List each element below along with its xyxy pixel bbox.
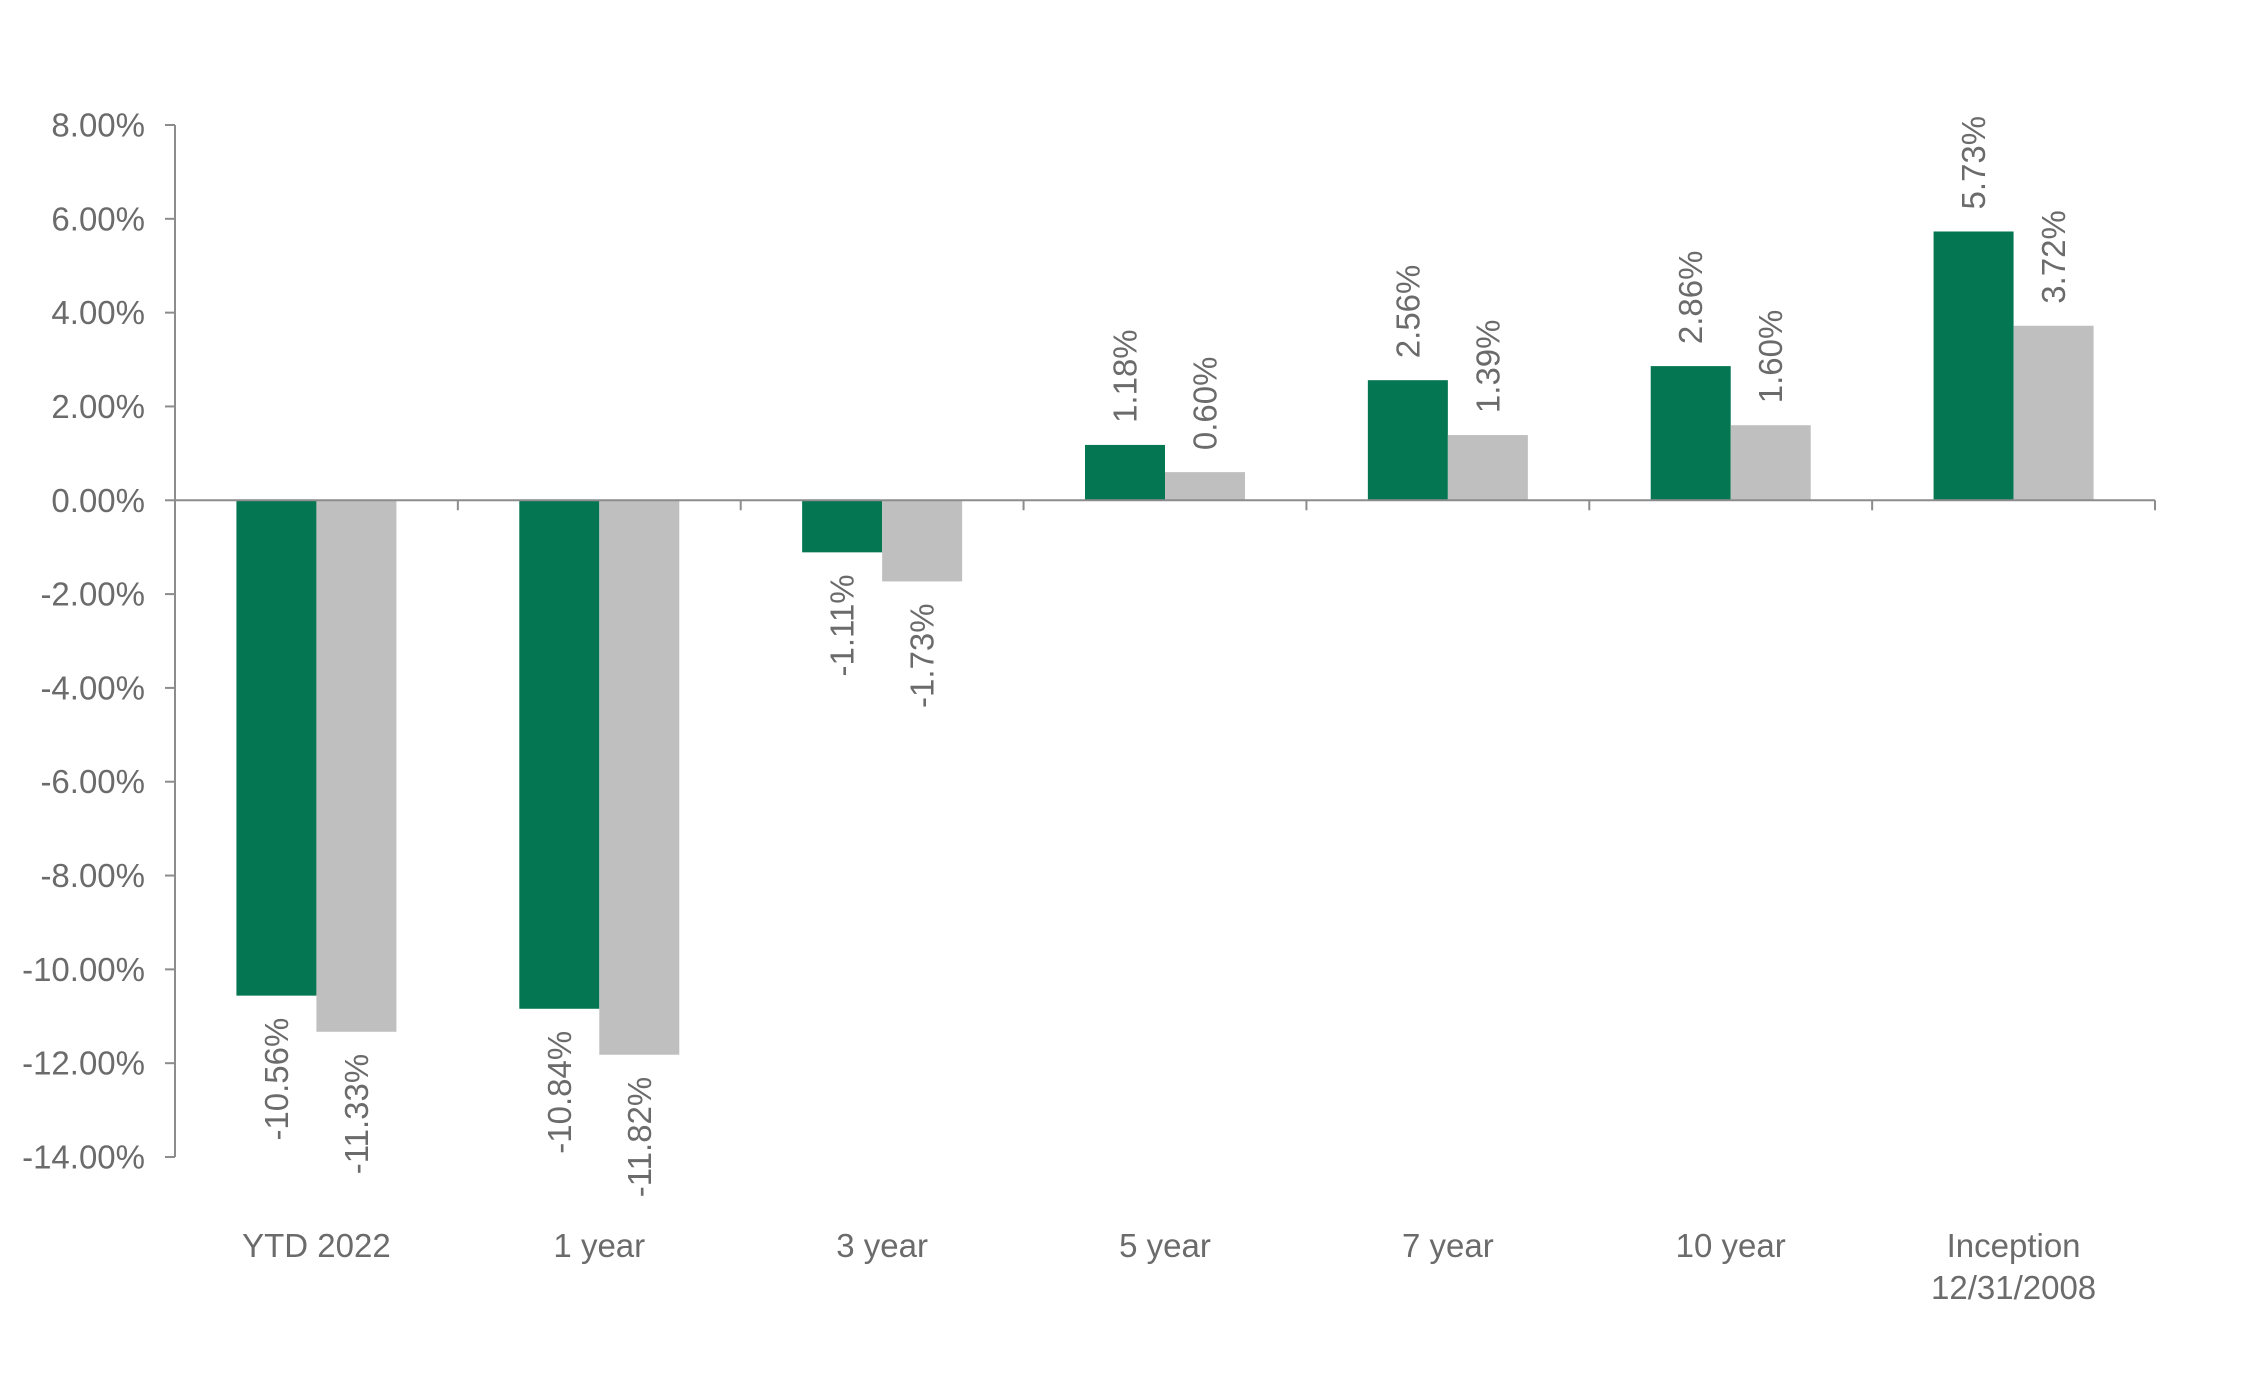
data-label: -1.11% (824, 574, 861, 676)
category-label: 7 year (1402, 1227, 1494, 1264)
bar-series2 (316, 500, 397, 1032)
bar-series1 (1367, 380, 1448, 501)
bar-series2 (1165, 472, 1245, 501)
data-label: 2.86% (1672, 251, 1709, 345)
bar-series2 (599, 500, 680, 1055)
category-labels: YTD 2022 1 year 3 year 5 year 7 year 10 year I… (242, 1227, 2096, 1306)
bar-series2 (2013, 325, 2094, 501)
y-axis: 8.00% 6.00% 4.00% 2.00% 0.00% -2.00% -4.00% -6.… (22, 107, 176, 1176)
data-label: -1.73% (904, 603, 941, 708)
bar-series2 (1730, 425, 1811, 501)
y-tick-label: -12.00% (22, 1045, 145, 1082)
y-tick-label: -6.00% (40, 763, 145, 800)
category-label: 1 year (553, 1227, 645, 1264)
bar-series1 (1650, 366, 1731, 501)
data-label: -11.82% (621, 1077, 658, 1197)
y-tick-label: 0.00% (51, 482, 145, 519)
y-tick-label: -2.00% (40, 576, 145, 613)
bars (236, 231, 2094, 1055)
y-tick-label: -10.00% (22, 951, 145, 988)
data-label: 5.73% (1955, 116, 1992, 210)
bar-series2 (1447, 435, 1528, 501)
x-axis (174, 499, 2156, 511)
y-tick-label: -14.00% (22, 1139, 145, 1176)
data-label: 1.39% (1469, 319, 1506, 413)
category-label: YTD 2022 (242, 1227, 391, 1264)
y-tick-label: 2.00% (51, 388, 145, 425)
y-tick-label: -8.00% (40, 857, 145, 894)
y-tick-label: 4.00% (51, 294, 145, 331)
category-label: Inception 12/31/2008 (1931, 1227, 2096, 1306)
data-label: 0.60% (1187, 357, 1224, 451)
data-label: 1.18% (1107, 329, 1144, 423)
data-label: 3.72% (2035, 210, 2072, 304)
y-tick-label: 8.00% (51, 107, 145, 144)
y-tick-label: -4.00% (40, 669, 145, 706)
data-label: -11.33% (338, 1054, 375, 1174)
data-labels: -10.56% -10.84% -1.11% 1.18% 2.56% 2.86% 5.73%… (258, 116, 2072, 1197)
data-label: 2.56% (1389, 265, 1426, 359)
bar-series1 (802, 500, 883, 553)
bar-series1 (236, 500, 317, 996)
data-label: -10.56% (258, 1018, 295, 1141)
bar-series2 (882, 500, 963, 582)
y-tick-label: 6.00% (51, 200, 145, 237)
data-label: -10.84% (541, 1031, 578, 1154)
bar-series1 (519, 500, 600, 1009)
category-label: 10 year (1676, 1227, 1786, 1264)
category-label: 5 year (1119, 1227, 1211, 1264)
bar-series1 (1933, 231, 2014, 501)
data-label: 1.60% (1752, 310, 1789, 404)
category-label: 3 year (836, 1227, 928, 1264)
bar-series1 (1085, 444, 1165, 501)
